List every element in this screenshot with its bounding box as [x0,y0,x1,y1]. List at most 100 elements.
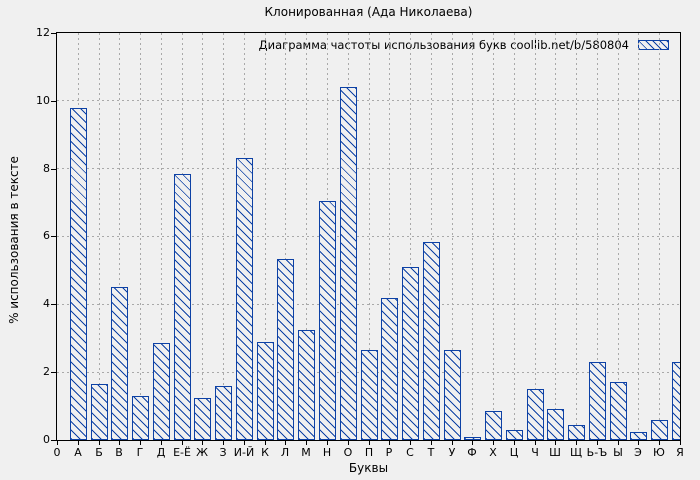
y-tick-8 [51,169,56,170]
x-tick-label-Х: Х [489,446,497,459]
x-tick-label-У: У [448,446,456,459]
plot-area: Диаграмма частоты использования букв coo… [56,32,681,441]
x-tick-Г [140,441,141,445]
y-tick-12 [51,33,56,34]
x-tick-Ф [472,441,473,445]
legend-swatch [638,40,669,50]
y-tick-label-8: 8 [43,162,50,175]
x-tick-label-Л: Л [280,446,290,459]
x-tick-Л [285,441,286,445]
bar-Д [153,343,170,440]
bar-Б [91,384,108,440]
x-tick-label-П: П [364,446,374,459]
x-tick-label-Ь-Ъ: Ь-Ъ [586,446,608,459]
bar-Э [630,432,647,440]
x-tick-Б [99,441,100,445]
x-tick-label-Б: Б [95,446,103,459]
gridline-vertical-З [222,33,224,440]
bar-Ж [194,398,211,440]
gridline-vertical-Ы [617,33,619,440]
x-tick-Ч [535,441,536,445]
bar-У [444,350,461,440]
bar-Ш [547,409,564,440]
gridline-vertical-Ф [471,33,473,440]
bar-Р [381,298,398,440]
x-tick-Я [680,441,681,445]
x-tick-label-О: О [343,446,353,459]
x-tick-label-Н: Н [322,446,332,459]
x-tick-Р [389,441,390,445]
x-tick-В [119,441,120,445]
x-tick-origin [57,441,58,445]
x-tick-К [265,441,266,445]
bar-Л [277,259,294,440]
x-tick-label-Ж: Ж [196,446,208,459]
x-tick-label-Я: Я [676,446,684,459]
x-tick-Ш [555,441,556,445]
x-tick-П [369,441,370,445]
y-tick-10 [51,101,56,102]
x-tick-label-М: М [301,446,311,459]
bar-Х [485,411,502,440]
gridline-vertical-Ч [534,33,536,440]
x-tick-Н [327,441,328,445]
y-tick-label-6: 6 [43,229,50,242]
x-tick-М [306,441,307,445]
x-tick-И-Й [244,441,245,445]
x-tick-Щ [576,441,577,445]
x-tick-А [78,441,79,445]
gridline-vertical-Л [284,33,286,440]
gridline-vertical-Щ [575,33,577,440]
bar-О [340,87,357,440]
gridline-vertical-Ц [513,33,515,440]
x-tick-label-Ч: Ч [531,446,539,459]
x-axis-label: Буквы [348,461,389,475]
gridline-vertical-Т [430,33,432,440]
gridline-vertical-М [305,33,307,440]
y-tick-6 [51,236,56,237]
x-tick-label-Ю: Ю [653,446,665,459]
bar-С [402,267,419,440]
y-tick-label-4: 4 [43,297,50,310]
bar-Щ [568,425,585,440]
x-tick-label-З: З [219,446,227,459]
x-tick-Э [638,441,639,445]
x-tick-Ц [514,441,515,445]
bar-Я [672,362,680,440]
x-tick-label-Щ: Щ [569,446,583,459]
bar-Г [132,396,149,440]
y-tick-label-2: 2 [43,365,50,378]
y-tick-label-12: 12 [36,26,50,39]
gridline-vertical-С [409,33,411,440]
x-tick-label-Р: Р [385,446,393,459]
gridline-vertical-У [451,33,453,440]
x-tick-С [410,441,411,445]
gridline-vertical-Ш [554,33,556,440]
y-tick-label-0: 0 [43,433,50,446]
x-tick-label-Ы: Ы [613,446,623,459]
x-tick-label-С: С [406,446,414,459]
bar-И-Й [236,158,253,440]
gridline-vertical-В [118,33,120,440]
gridline-vertical-Ь-Ъ [596,33,598,440]
bar-К [257,342,274,440]
y-tick-0 [51,440,56,441]
bar-Ц [506,430,523,440]
bar-Н [319,201,336,440]
bar-Т [423,242,440,440]
x-tick-label-origin: 0 [53,446,61,459]
gridline-vertical-Б [98,33,100,440]
chart-title: Клонированная (Ада Николаева) [264,5,473,19]
bar-Е-Ё [174,174,191,440]
x-tick-label-Д: Д [156,446,166,459]
legend: Диаграмма частоты использования букв coo… [259,38,669,52]
x-tick-Ю [659,441,660,445]
gridline-vertical-Ю [658,33,660,440]
x-tick-У [452,441,453,445]
gridline-vertical-Х [492,33,494,440]
bar-Ь-Ъ [589,362,606,440]
gridline-vertical-П [368,33,370,440]
x-tick-label-В: В [115,446,123,459]
bar-П [361,350,378,440]
